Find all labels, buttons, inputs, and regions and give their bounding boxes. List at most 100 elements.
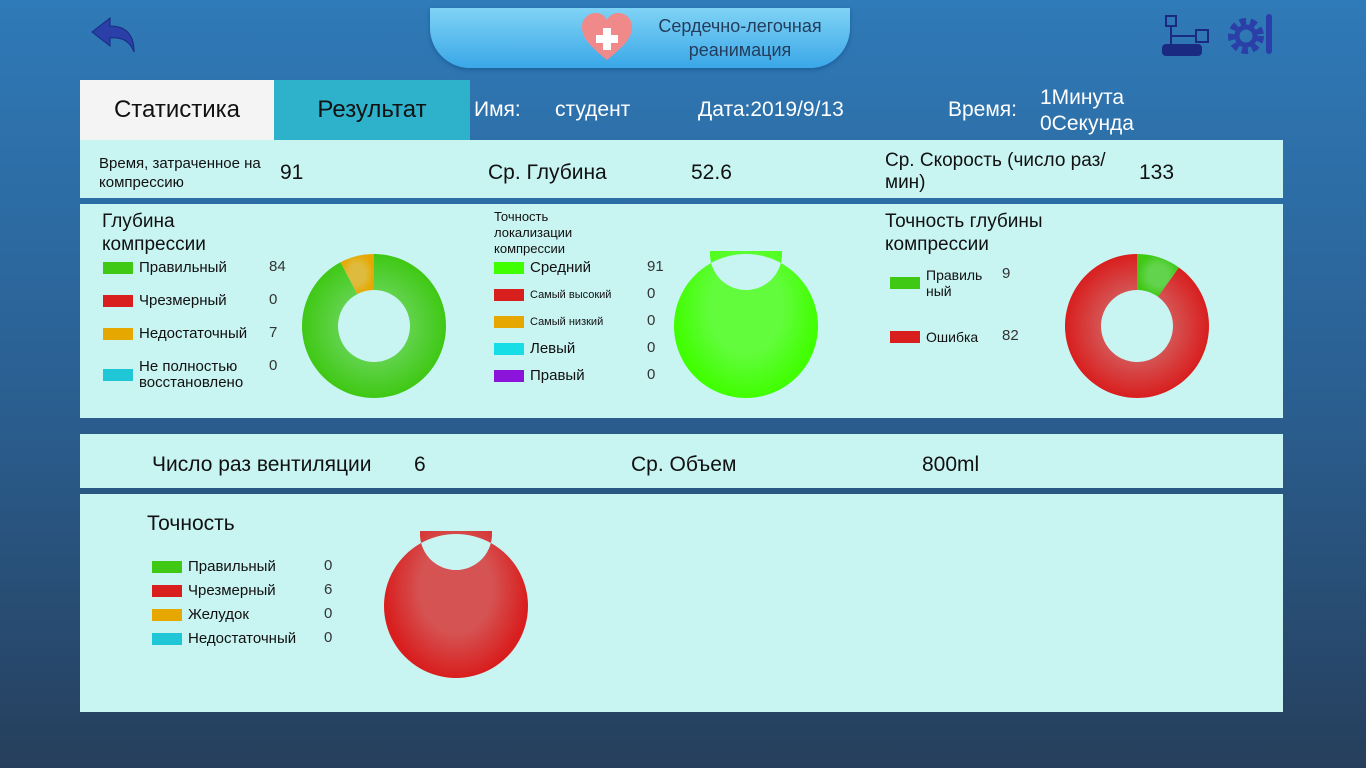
tab-result[interactable]: Результат: [274, 80, 470, 140]
legend-value: 0: [269, 291, 278, 308]
app-title: Сердечно-легочная реанимация: [640, 14, 840, 62]
legend-value: 84: [269, 258, 286, 275]
legend-label: Недостаточный: [139, 325, 248, 342]
heart-plus-icon: [582, 13, 632, 60]
legend-item: Средний: [494, 260, 591, 276]
date-value: Дата:2019/9/13: [698, 98, 844, 121]
avg-rate-label: Ср. Скорость (число раз/мин): [885, 150, 1106, 193]
avg-volume-label: Ср. Объем: [631, 453, 737, 476]
legend-value: 9: [1002, 265, 1011, 282]
back-button[interactable]: [88, 14, 140, 54]
legend-value: 82: [1002, 327, 1019, 344]
accuracy-chart-title: Точность глубины компрессии: [885, 211, 1043, 255]
legend-value: 0: [647, 285, 656, 302]
legend-value: 0: [647, 366, 656, 383]
donut-slice: [383, 531, 528, 678]
legend-item: Правильный: [152, 559, 276, 575]
donut-slice: [340, 254, 374, 295]
legend-swatch: [152, 609, 182, 621]
legend-item: Самый высокий: [494, 287, 611, 303]
network-icon: [1162, 15, 1209, 56]
top-bar: Сердечно-легочная реанимация: [0, 0, 1366, 70]
legend-item: Ошибка: [890, 329, 978, 345]
legend-value: 6: [324, 581, 333, 598]
legend-label: Левый: [530, 340, 576, 357]
legend-item: Левый: [494, 341, 575, 357]
legend-swatch: [494, 262, 524, 274]
time-minutes: 1Минута: [1040, 86, 1125, 109]
legend-swatch: [890, 277, 920, 289]
legend-value: 91: [647, 258, 664, 275]
legend-label: Ошибка: [926, 329, 979, 345]
settings-button[interactable]: [1226, 10, 1278, 58]
legend-swatch: [103, 369, 133, 381]
legend-swatch: [152, 561, 182, 573]
avg-depth-value: 52.6: [691, 161, 732, 184]
legend-value: 0: [324, 629, 333, 646]
legend-label: Не полностью восстановлено: [139, 358, 244, 391]
legend-swatch: [494, 289, 524, 301]
legend-label: Правый: [530, 367, 585, 384]
donut-slice: [302, 254, 446, 398]
legend-item: Правильный: [103, 260, 227, 276]
legend-swatch: [890, 331, 920, 343]
vent-chart-title: Точность: [147, 512, 235, 535]
legend-swatch: [494, 343, 524, 355]
legend-label: Самый высокий: [530, 289, 612, 301]
legend-item: Не полностью восстановлено: [103, 359, 259, 391]
ventilation-count-label: Число раз вентиляции: [152, 453, 372, 476]
time-value: 1Минута 0Секунда: [1040, 85, 1134, 137]
ventilation-chart-panel: [80, 494, 1283, 712]
legend-swatch: [494, 370, 524, 382]
legend-value: 0: [647, 312, 656, 329]
tab-statistics[interactable]: Статистика: [80, 80, 274, 140]
compression-time-label: Время, затраченное на компрессию: [99, 155, 261, 191]
donut-chart: [1065, 254, 1209, 398]
legend-item: Чрезмерный: [103, 293, 227, 309]
donut-slice: [1065, 254, 1209, 398]
legend-label: Чрезмерный: [139, 292, 227, 309]
legend-item: Самый низкий: [494, 314, 603, 330]
avg-depth-label: Ср. Глубина: [488, 161, 607, 184]
donut-chart: [673, 251, 818, 398]
legend-swatch: [103, 262, 133, 274]
donut-slice: [673, 251, 818, 398]
gear-icon: [1228, 14, 1272, 54]
legend-item: Недостаточный: [152, 631, 296, 647]
legend-item: Недостаточный: [103, 326, 247, 342]
time-label: Время:: [948, 98, 1018, 121]
legend-value: 0: [647, 339, 656, 356]
legend-value: 0: [324, 557, 333, 574]
back-arrow-icon: [91, 16, 135, 53]
avg-rate-value: 133: [1139, 161, 1175, 184]
ventilation-count-value: 6: [414, 453, 426, 476]
legend-value: 0: [324, 605, 333, 622]
ventilation-summary-row: [80, 434, 1283, 488]
legend-label: Желудок: [188, 606, 249, 623]
legend-value: 0: [269, 357, 278, 374]
legend-item: Желудок: [152, 607, 249, 623]
depth-chart-title: Глубина компрессии: [102, 211, 206, 255]
title-line-2: реанимация: [688, 40, 792, 60]
legend-swatch: [494, 316, 524, 328]
legend-label: Правильный: [188, 558, 276, 575]
compression-summary-row: [80, 140, 1283, 198]
compression-time-value: 91: [280, 161, 304, 184]
network-button[interactable]: [1160, 14, 1212, 58]
position-chart-title: Точность локализации компрессии: [494, 209, 573, 256]
legend-label: Самый низкий: [530, 316, 604, 328]
legend-label: Средний: [530, 259, 591, 276]
legend-label: Недостаточный: [188, 630, 297, 647]
time-seconds: 0Секунда: [1040, 112, 1134, 135]
name-label: Имя:: [474, 98, 521, 121]
donut-slice: [1137, 254, 1179, 297]
donut-chart: [302, 254, 446, 398]
legend-swatch: [152, 585, 182, 597]
legend-item: Чрезмерный: [152, 583, 276, 599]
legend-swatch: [103, 328, 133, 340]
legend-value: 7: [269, 324, 278, 341]
title-plate: [430, 8, 850, 68]
legend-label: Правиль ный: [926, 267, 983, 299]
name-value: студент: [555, 98, 631, 121]
legend-swatch: [152, 633, 182, 645]
